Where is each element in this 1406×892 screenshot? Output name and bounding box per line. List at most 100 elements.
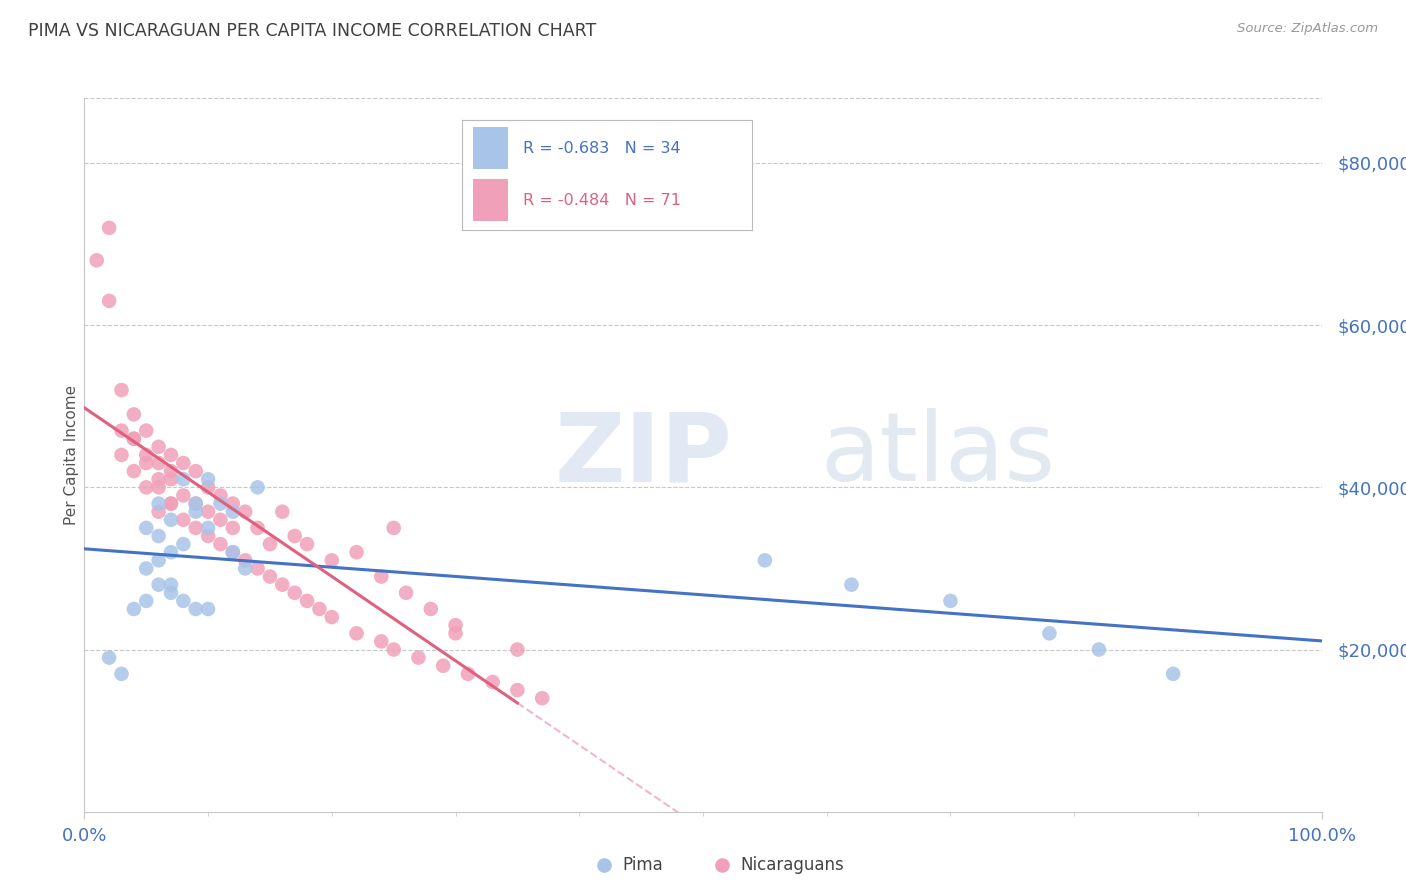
Point — [321, 610, 343, 624]
Point — [444, 626, 467, 640]
Point — [184, 497, 207, 511]
Point — [506, 642, 529, 657]
Point — [308, 602, 330, 616]
Point — [710, 805, 733, 819]
Point — [122, 602, 145, 616]
Point — [184, 505, 207, 519]
Point — [98, 220, 121, 235]
Point — [246, 521, 269, 535]
Point — [259, 569, 281, 583]
Point — [148, 440, 170, 454]
Point — [172, 594, 194, 608]
Point — [135, 424, 157, 438]
Point — [148, 505, 170, 519]
Point — [135, 594, 157, 608]
Point — [209, 488, 232, 502]
Point — [444, 618, 467, 632]
Point — [346, 626, 368, 640]
Point — [382, 642, 405, 657]
Point — [160, 448, 183, 462]
Point — [122, 464, 145, 478]
Text: PIMA VS NICARAGUAN PER CAPITA INCOME CORRELATION CHART: PIMA VS NICARAGUAN PER CAPITA INCOME COR… — [28, 22, 596, 40]
Point — [233, 553, 256, 567]
Point — [531, 691, 554, 706]
Point — [86, 253, 108, 268]
Point — [246, 561, 269, 575]
Point — [148, 456, 170, 470]
Point — [122, 432, 145, 446]
Point — [197, 472, 219, 486]
Point — [233, 505, 256, 519]
Point — [110, 448, 132, 462]
Point — [135, 480, 157, 494]
Point — [172, 488, 194, 502]
Point — [222, 497, 245, 511]
Text: ZIP: ZIP — [554, 409, 733, 501]
Point — [122, 432, 145, 446]
Point — [184, 464, 207, 478]
Point — [395, 586, 418, 600]
Point — [135, 448, 157, 462]
Point — [110, 383, 132, 397]
Point — [160, 545, 183, 559]
Point — [284, 586, 307, 600]
Point — [419, 602, 441, 616]
Point — [148, 529, 170, 543]
Text: Nicaraguans: Nicaraguans — [740, 856, 844, 874]
Point — [593, 805, 616, 819]
Point — [1088, 642, 1111, 657]
Point — [197, 529, 219, 543]
Point — [148, 577, 170, 591]
Point — [160, 472, 183, 486]
Y-axis label: Per Capita Income: Per Capita Income — [63, 384, 79, 525]
Point — [432, 658, 454, 673]
Point — [135, 521, 157, 535]
Point — [271, 577, 294, 591]
Point — [222, 505, 245, 519]
Text: Source: ZipAtlas.com: Source: ZipAtlas.com — [1237, 22, 1378, 36]
Point — [160, 464, 183, 478]
Point — [457, 666, 479, 681]
Point — [197, 505, 219, 519]
Point — [841, 577, 863, 591]
Point — [1038, 626, 1060, 640]
Point — [135, 561, 157, 575]
Point — [295, 537, 318, 551]
Point — [160, 586, 183, 600]
Point — [506, 683, 529, 698]
Point — [370, 634, 392, 648]
Point — [197, 480, 219, 494]
Point — [172, 537, 194, 551]
Point — [370, 569, 392, 583]
Point — [1161, 666, 1184, 681]
Text: Pima: Pima — [623, 856, 664, 874]
Point — [148, 553, 170, 567]
Point — [209, 513, 232, 527]
Point — [197, 602, 219, 616]
Point — [172, 513, 194, 527]
Point — [321, 553, 343, 567]
Point — [148, 480, 170, 494]
Point — [939, 594, 962, 608]
Point — [233, 561, 256, 575]
Point — [259, 537, 281, 551]
Point — [148, 472, 170, 486]
Point — [271, 505, 294, 519]
Point — [148, 497, 170, 511]
Point — [172, 472, 194, 486]
Point — [160, 497, 183, 511]
Point — [98, 293, 121, 308]
Point — [184, 521, 207, 535]
Point — [209, 497, 232, 511]
Point — [135, 456, 157, 470]
Text: atlas: atlas — [821, 409, 1056, 501]
Point — [754, 553, 776, 567]
Point — [382, 521, 405, 535]
Point — [160, 497, 183, 511]
Point — [246, 480, 269, 494]
Point — [184, 602, 207, 616]
Point — [98, 650, 121, 665]
Point — [481, 675, 503, 690]
Point — [110, 666, 132, 681]
Point — [222, 545, 245, 559]
